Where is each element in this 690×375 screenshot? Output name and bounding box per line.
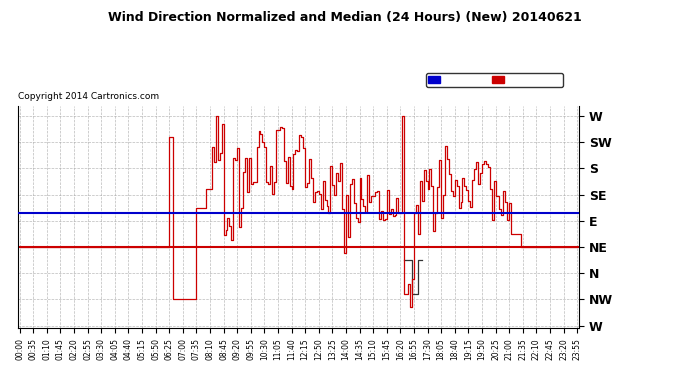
Text: Copyright 2014 Cartronics.com: Copyright 2014 Cartronics.com — [18, 92, 159, 101]
Text: Wind Direction Normalized and Median (24 Hours) (New) 20140621: Wind Direction Normalized and Median (24… — [108, 11, 582, 24]
Legend: Average, Direction: Average, Direction — [426, 73, 562, 87]
